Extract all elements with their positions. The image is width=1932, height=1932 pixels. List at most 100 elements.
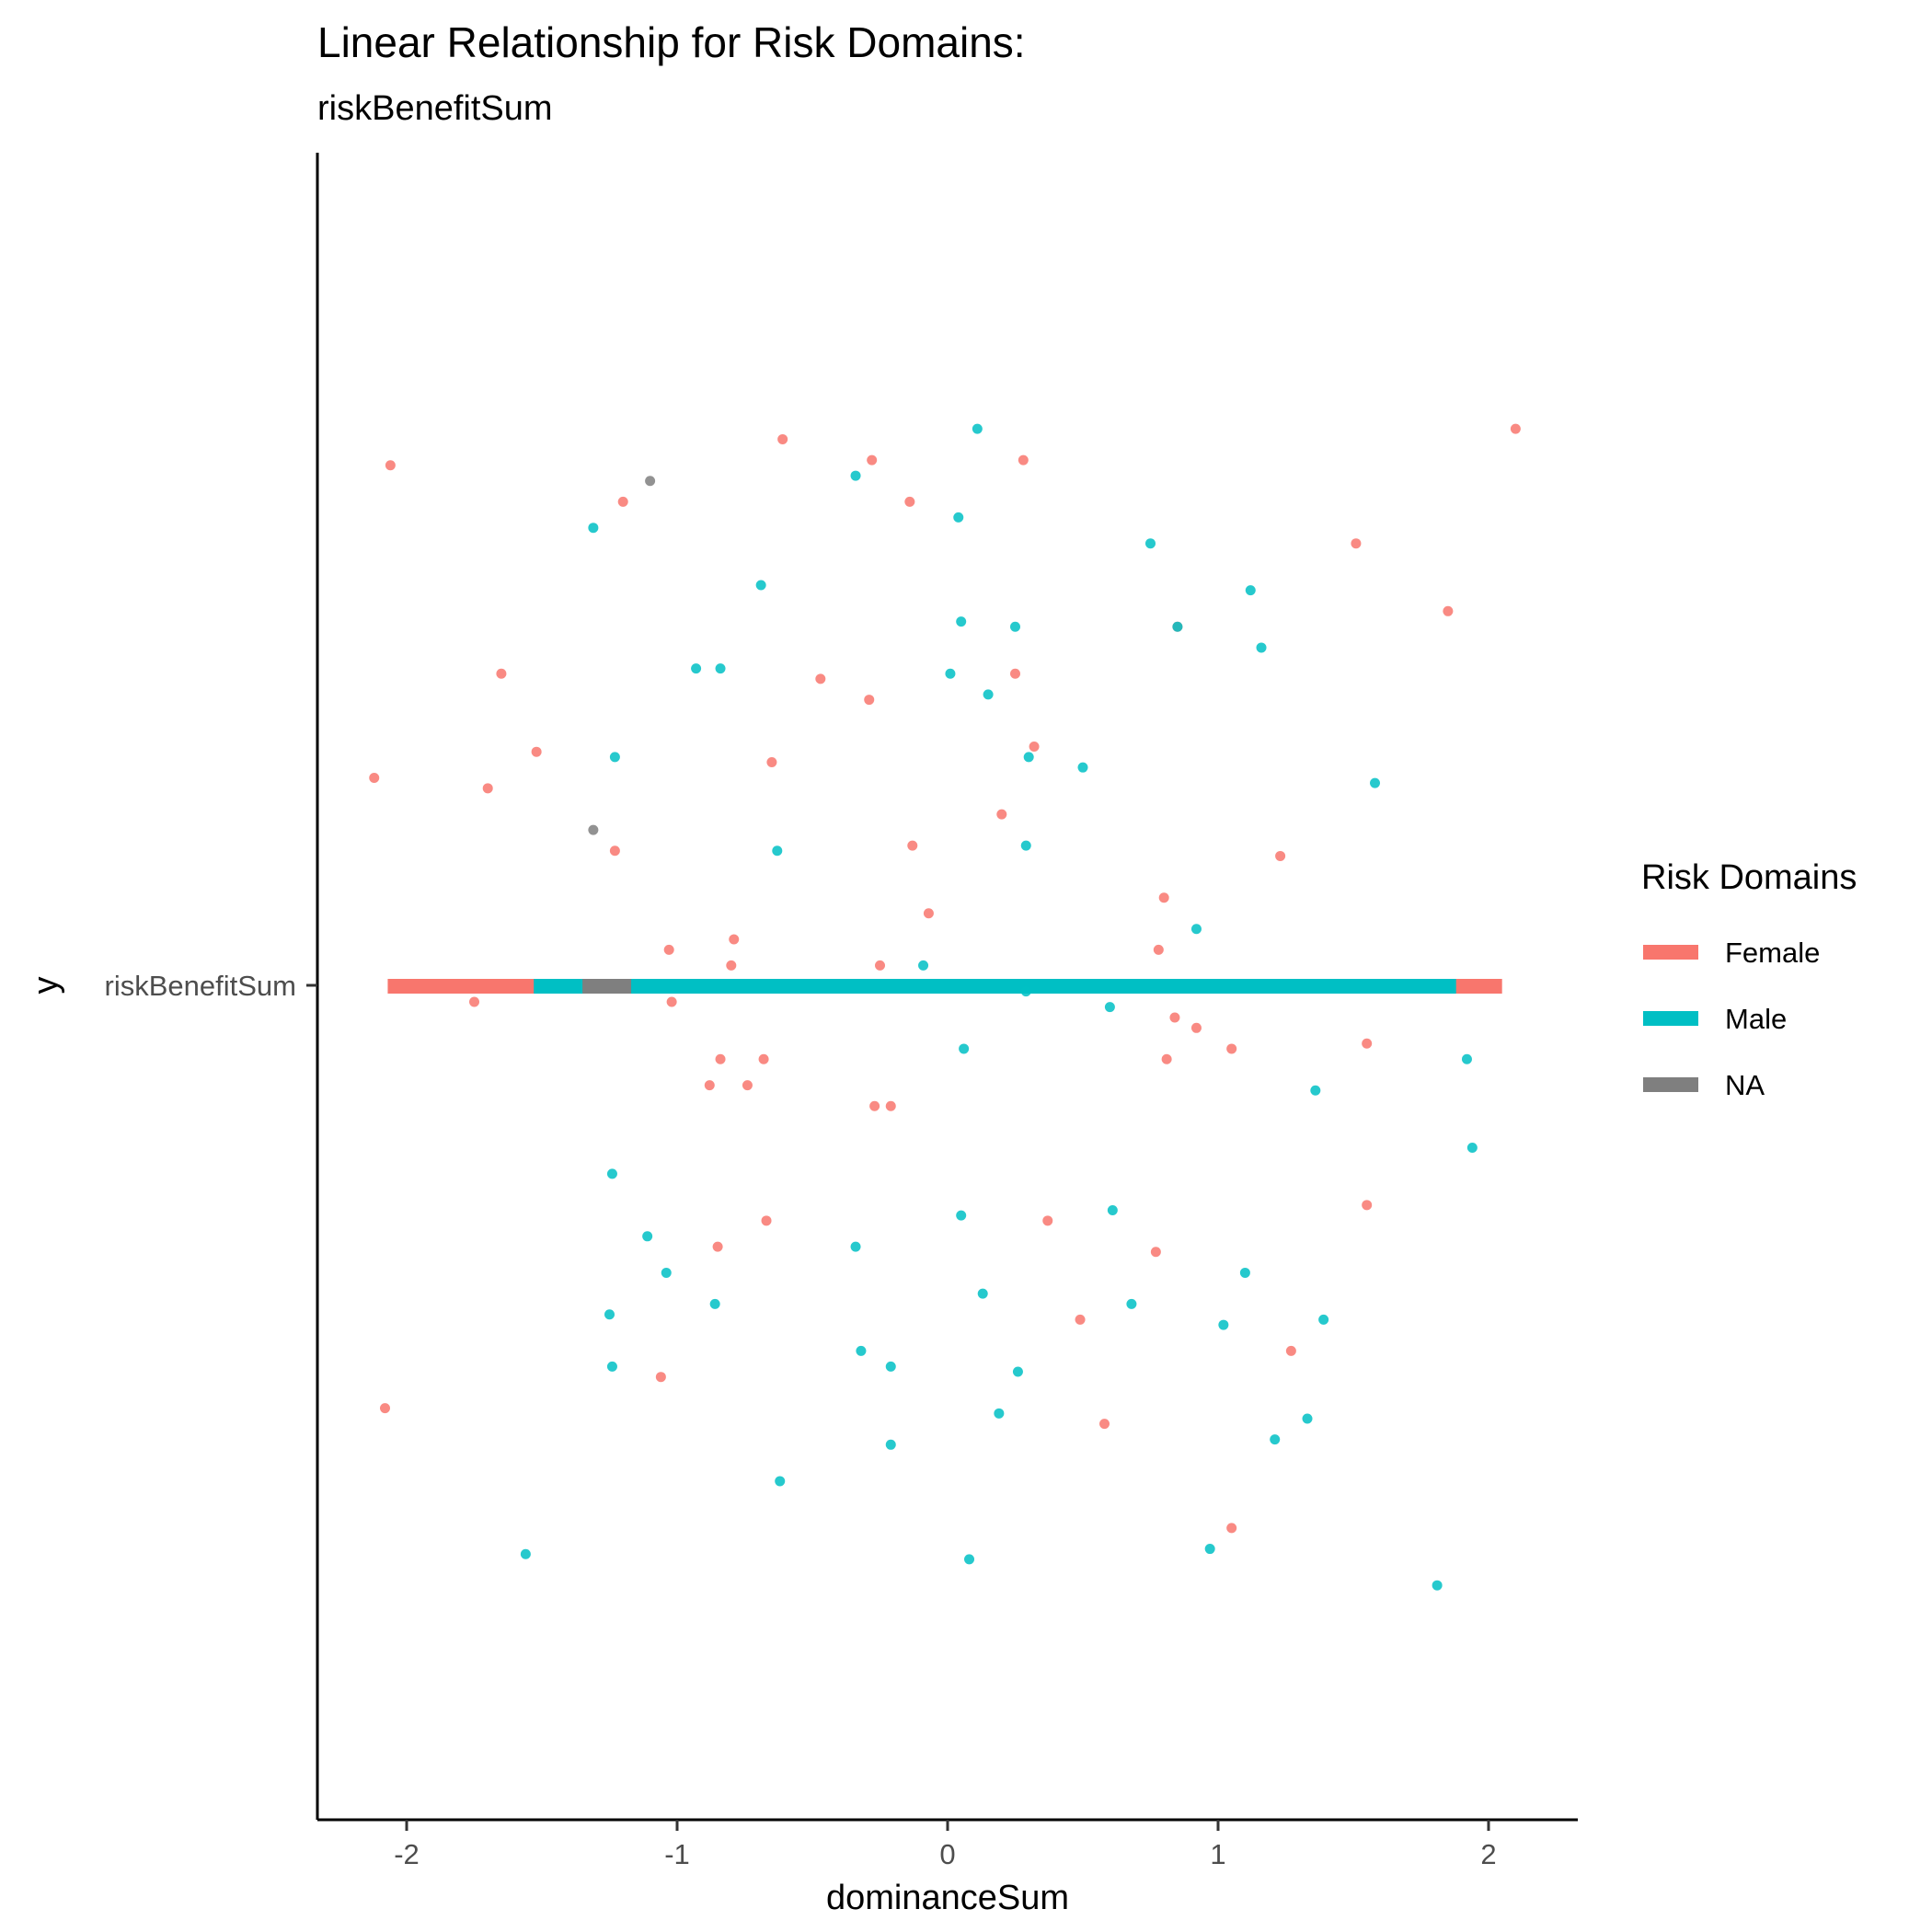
point-female-24 — [923, 908, 934, 919]
point-male-34 — [1239, 1267, 1250, 1278]
point-male-51 — [520, 1548, 531, 1559]
point-female-22 — [1275, 850, 1286, 861]
point-female-4 — [1510, 423, 1521, 434]
y-axis-title: y — [27, 977, 65, 995]
point-male-1 — [850, 470, 861, 481]
point-male-13 — [945, 668, 956, 679]
point-male-24 — [1104, 1002, 1115, 1013]
point-male-20 — [1020, 840, 1031, 851]
point-female-27 — [1153, 944, 1164, 955]
range-bar-male — [534, 979, 1456, 994]
point-female-33 — [1190, 1022, 1202, 1033]
legend-label-female: Female — [1725, 937, 1820, 969]
point-female-34 — [1362, 1038, 1373, 1049]
point-male-44 — [885, 1361, 896, 1372]
point-male-33 — [850, 1241, 861, 1252]
point-female-29 — [875, 960, 886, 971]
point-male-26 — [1461, 1053, 1472, 1064]
point-female-20 — [609, 845, 620, 857]
point-male-43 — [606, 1361, 617, 1372]
point-female-18 — [1029, 742, 1040, 753]
point-male-16 — [1023, 752, 1034, 763]
point-male-40 — [1318, 1314, 1329, 1325]
point-male-5 — [755, 580, 766, 591]
point-female-31 — [666, 996, 677, 1007]
data-points — [369, 423, 1521, 1591]
point-male-31 — [1107, 1204, 1118, 1215]
point-female-42 — [885, 1100, 896, 1111]
point-male-27 — [1310, 1085, 1321, 1096]
point-male-25 — [959, 1043, 970, 1054]
range-bar-na — [582, 979, 632, 994]
point-female-6 — [904, 496, 915, 507]
point-male-37 — [709, 1298, 720, 1309]
point-female-52 — [1099, 1419, 1110, 1430]
y-tick-label: riskBenefitSum — [105, 970, 296, 1002]
point-male-52 — [964, 1554, 975, 1565]
point-female-5 — [617, 496, 628, 507]
point-male-41 — [1218, 1319, 1229, 1330]
point-female-2 — [867, 454, 878, 466]
point-female-53 — [1226, 1523, 1237, 1534]
x-tick-label: 2 — [1480, 1838, 1496, 1870]
point-female-35 — [1226, 1043, 1237, 1054]
point-female-12 — [864, 695, 875, 706]
point-female-44 — [761, 1215, 772, 1226]
point-male-39 — [604, 1309, 615, 1320]
point-female-43 — [1362, 1200, 1373, 1211]
point-female-30 — [469, 996, 480, 1007]
chart-title: Linear Relationship for Risk Domains: — [317, 18, 1026, 66]
point-female-26 — [663, 944, 674, 955]
chart-subtitle: riskBenefitSum — [317, 89, 553, 128]
point-female-19 — [996, 809, 1007, 820]
range-bars — [387, 979, 1502, 994]
point-female-49 — [1285, 1345, 1296, 1356]
point-female-50 — [655, 1372, 666, 1383]
point-na-0 — [645, 476, 656, 487]
point-female-46 — [712, 1241, 723, 1252]
point-female-36 — [1161, 1053, 1172, 1064]
point-male-22 — [918, 960, 929, 971]
point-male-47 — [1302, 1413, 1313, 1424]
point-female-38 — [758, 1053, 769, 1064]
point-female-25 — [729, 934, 740, 945]
point-male-30 — [956, 1210, 967, 1221]
legend-key-male — [1643, 1011, 1698, 1026]
point-male-36 — [977, 1288, 988, 1299]
point-male-19 — [772, 845, 783, 857]
legend-label-na: NA — [1725, 1069, 1765, 1101]
legend-key-na — [1643, 1077, 1698, 1092]
point-male-3 — [588, 523, 599, 534]
point-male-12 — [715, 663, 726, 674]
legend: Risk Domains Female Male NA — [1641, 858, 1857, 1101]
legend-title: Risk Domains — [1641, 858, 1857, 897]
point-male-15 — [609, 752, 620, 763]
point-female-47 — [1150, 1247, 1161, 1258]
point-female-23 — [1158, 892, 1169, 903]
point-male-10 — [1256, 642, 1267, 653]
point-female-32 — [1169, 1012, 1180, 1023]
point-female-28 — [726, 960, 737, 971]
point-female-51 — [379, 1403, 390, 1414]
point-female-1 — [777, 433, 788, 444]
point-female-45 — [1042, 1215, 1053, 1226]
x-tick-label: -2 — [394, 1838, 420, 1870]
point-male-53 — [1204, 1544, 1215, 1555]
point-female-13 — [1009, 668, 1020, 679]
point-male-14 — [983, 689, 994, 700]
x-tick-label: -1 — [664, 1838, 690, 1870]
point-female-17 — [766, 757, 777, 768]
point-female-16 — [482, 783, 493, 794]
point-female-10 — [496, 668, 507, 679]
point-male-0 — [972, 423, 983, 434]
point-female-11 — [815, 673, 826, 684]
point-female-8 — [1443, 605, 1454, 616]
point-female-21 — [907, 840, 918, 851]
point-female-37 — [715, 1053, 726, 1064]
point-female-0 — [385, 460, 396, 471]
point-female-3 — [1018, 454, 1029, 466]
point-female-48 — [1075, 1314, 1086, 1325]
x-tick-label: 1 — [1210, 1838, 1225, 1870]
point-male-11 — [691, 663, 702, 674]
point-male-42 — [856, 1345, 867, 1356]
